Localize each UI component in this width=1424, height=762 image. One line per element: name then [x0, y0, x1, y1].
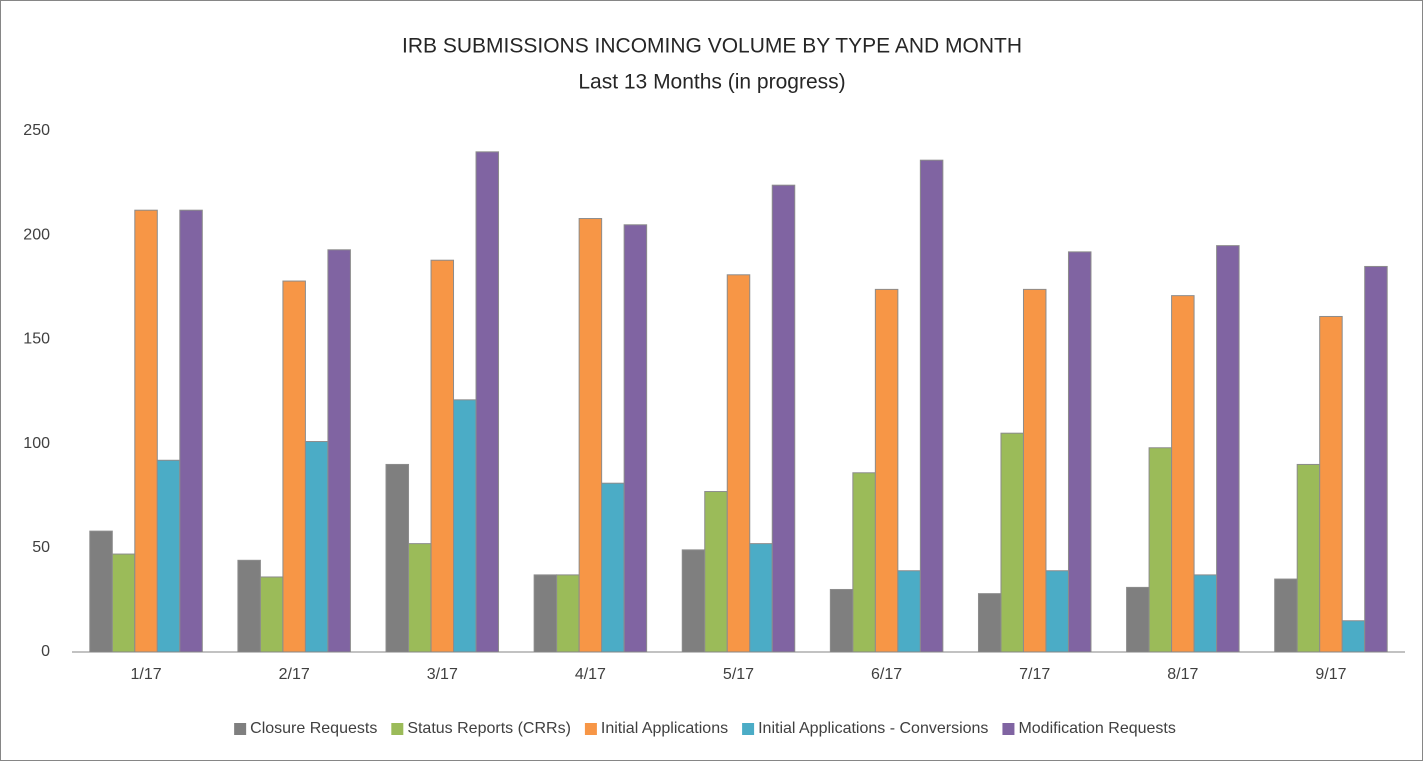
bar — [453, 399, 477, 653]
bar — [327, 249, 351, 653]
legend-label: Closure Requests — [250, 720, 377, 737]
legend-label: Modification Requests — [1018, 720, 1175, 737]
x-tick-label: 8/17 — [1167, 666, 1198, 683]
x-tick-label: 6/17 — [871, 666, 902, 683]
legend-swatch — [391, 723, 404, 735]
bar — [601, 482, 625, 653]
bar — [1148, 447, 1173, 653]
bar — [749, 543, 773, 653]
bar — [1364, 265, 1388, 653]
bar — [852, 472, 876, 653]
bar — [1319, 315, 1343, 653]
legend-swatch — [234, 723, 247, 735]
bar — [385, 463, 410, 653]
bar — [919, 159, 944, 653]
y-tick-label: 50 — [32, 539, 50, 556]
bar — [111, 553, 136, 653]
bar — [623, 224, 648, 653]
y-tick-label: 0 — [41, 643, 50, 660]
y-tick-label: 200 — [23, 226, 50, 243]
x-tick-label: 2/17 — [279, 666, 310, 683]
bar — [179, 209, 203, 653]
y-tick-label: 250 — [23, 122, 50, 139]
bar — [556, 574, 580, 653]
bar — [726, 274, 751, 653]
bar — [408, 543, 432, 653]
bar — [771, 184, 796, 653]
chart-title: IRB SUBMISSIONS INCOMING VOLUME BY TYPE … — [402, 35, 1022, 58]
bar — [1045, 570, 1069, 653]
legend-label: Initial Applications - Conversions — [758, 720, 988, 737]
bar — [475, 151, 500, 653]
legend-swatch — [1002, 723, 1015, 735]
bar — [533, 574, 558, 653]
y-tick-label: 150 — [23, 331, 50, 348]
legend-label: Initial Applications — [601, 720, 728, 737]
bar — [1216, 245, 1240, 653]
bar — [156, 459, 181, 653]
x-tick-label: 5/17 — [723, 666, 754, 683]
bar — [578, 218, 603, 653]
bar — [874, 288, 899, 653]
bar — [1341, 620, 1366, 653]
x-tick-label: 3/17 — [427, 666, 458, 683]
bar — [1067, 251, 1092, 653]
bar — [1193, 574, 1218, 653]
bar — [1126, 586, 1150, 653]
chart-subtitle: Last 13 Months (in progress) — [578, 71, 845, 94]
x-tick-label: 9/17 — [1315, 666, 1346, 683]
legend-swatch — [584, 723, 597, 735]
bar — [1022, 288, 1047, 653]
bar — [304, 441, 329, 653]
bar — [1000, 432, 1024, 653]
bar — [977, 593, 1002, 653]
bar — [897, 570, 921, 653]
x-tick-label: 7/17 — [1019, 666, 1050, 683]
x-tick-label: 1/17 — [130, 666, 161, 683]
bar — [1296, 463, 1321, 653]
bar — [1274, 578, 1298, 653]
bar — [704, 491, 728, 653]
bar — [282, 280, 306, 653]
bar — [134, 209, 158, 653]
bar — [829, 588, 854, 653]
legend-label: Status Reports (CRRs) — [407, 720, 571, 737]
y-tick-label: 100 — [23, 435, 50, 452]
x-tick-label: 4/17 — [575, 666, 606, 683]
bar — [430, 259, 455, 653]
bar — [237, 559, 261, 653]
bar — [259, 576, 284, 653]
legend-swatch — [742, 723, 755, 735]
bar — [89, 530, 113, 653]
bar — [1171, 295, 1195, 653]
bar — [681, 549, 706, 653]
